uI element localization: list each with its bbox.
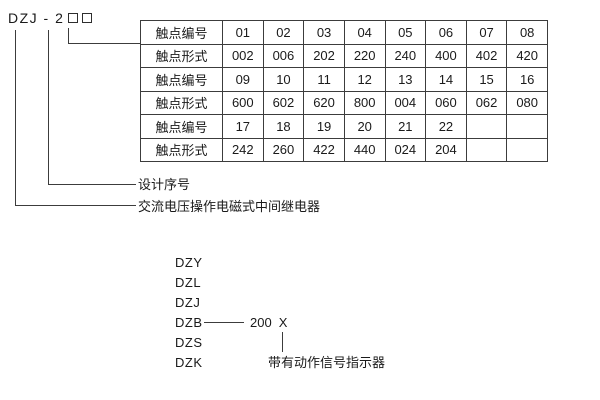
placeholder-box-icon bbox=[68, 13, 79, 23]
cell: 006 bbox=[262, 43, 305, 68]
cell: 004 bbox=[384, 90, 427, 115]
cell: 13 bbox=[384, 67, 427, 92]
table-row: 触点编号 09 10 11 12 13 14 15 16 bbox=[140, 67, 548, 92]
cell: 620 bbox=[303, 90, 345, 115]
row-label: 触点编号 bbox=[140, 114, 223, 139]
cell: 12 bbox=[343, 67, 386, 92]
cell: 14 bbox=[425, 67, 467, 92]
connector-design-serial-horizontal bbox=[48, 184, 136, 185]
connector-design-serial-vertical bbox=[48, 30, 49, 185]
cell: 19 bbox=[303, 114, 345, 139]
placeholder-box-icon bbox=[82, 13, 93, 23]
relay-description-label: 交流电压操作电磁式中间继电器 bbox=[138, 199, 321, 214]
cell: 03 bbox=[303, 20, 345, 45]
row-label: 触点形式 bbox=[140, 43, 223, 68]
cell: 260 bbox=[262, 137, 305, 162]
cell: 242 bbox=[222, 137, 264, 162]
cell: 420 bbox=[506, 43, 548, 68]
indicator-note: 带有动作信号指示器 bbox=[268, 355, 386, 370]
cell: 09 bbox=[222, 67, 264, 92]
cell: 800 bbox=[343, 90, 386, 115]
cell: 402 bbox=[465, 43, 508, 68]
dzb-suffix: 200 X bbox=[250, 315, 287, 331]
table-row: 触点形式 242 260 422 440 024 204 bbox=[140, 137, 548, 162]
cell: 060 bbox=[425, 90, 467, 115]
cell: 01 bbox=[222, 20, 264, 45]
cell: 16 bbox=[506, 67, 548, 92]
series-code-dzb: DZB bbox=[175, 315, 203, 330]
series-code-dzs: DZS bbox=[175, 335, 203, 350]
cell: 11 bbox=[303, 67, 345, 92]
design-serial-label: 设计序号 bbox=[138, 177, 191, 192]
table-row: 触点编号 01 02 03 04 05 06 07 08 bbox=[140, 20, 548, 45]
series-code-dzl: DZL bbox=[175, 275, 202, 290]
cell: 21 bbox=[384, 114, 427, 139]
cell bbox=[506, 137, 548, 162]
cell: 002 bbox=[222, 43, 264, 68]
cell: 17 bbox=[222, 114, 264, 139]
table-row: 触点形式 002 006 202 220 240 400 402 420 bbox=[140, 43, 548, 68]
model-code: DZJ - 2 bbox=[8, 10, 93, 26]
cell: 05 bbox=[384, 20, 427, 45]
row-label: 触点形式 bbox=[140, 137, 223, 162]
row-label: 触点编号 bbox=[140, 67, 223, 92]
cell: 080 bbox=[506, 90, 548, 115]
cell: 20 bbox=[343, 114, 386, 139]
cell: 600 bbox=[222, 90, 264, 115]
table-row: 触点形式 600 602 620 800 004 060 062 080 bbox=[140, 90, 548, 115]
series-code-dzj: DZJ bbox=[175, 295, 201, 310]
connector-dzb-horizontal bbox=[204, 322, 244, 323]
connector-indicator-vertical bbox=[282, 332, 283, 352]
dzb-suffix-letter: X bbox=[278, 315, 288, 330]
cell: 400 bbox=[425, 43, 467, 68]
cell bbox=[465, 137, 508, 162]
connector-contact-box-vertical bbox=[68, 28, 69, 44]
cell: 062 bbox=[465, 90, 508, 115]
cell: 18 bbox=[262, 114, 305, 139]
cell: 202 bbox=[303, 43, 345, 68]
cell bbox=[506, 114, 548, 139]
cell: 22 bbox=[425, 114, 467, 139]
cell: 15 bbox=[465, 67, 508, 92]
cell: 02 bbox=[262, 20, 305, 45]
cell: 10 bbox=[262, 67, 305, 92]
connector-contact-box-horizontal bbox=[68, 43, 141, 44]
row-label: 触点编号 bbox=[140, 20, 223, 45]
cell: 07 bbox=[465, 20, 508, 45]
series-code-dzk: DZK bbox=[175, 355, 203, 370]
cell: 440 bbox=[343, 137, 386, 162]
cell: 602 bbox=[262, 90, 305, 115]
cell bbox=[465, 114, 508, 139]
connector-model-prefix-vertical bbox=[15, 30, 16, 206]
cell: 024 bbox=[384, 137, 427, 162]
model-code-text: DZJ - 2 bbox=[8, 10, 65, 26]
series-code-dzy: DZY bbox=[175, 255, 203, 270]
dzb-suffix-number: 200 bbox=[250, 315, 272, 330]
cell: 422 bbox=[303, 137, 345, 162]
row-label: 触点形式 bbox=[140, 90, 223, 115]
cell: 08 bbox=[506, 20, 548, 45]
cell: 06 bbox=[425, 20, 467, 45]
connector-model-prefix-horizontal bbox=[15, 205, 136, 206]
cell: 04 bbox=[343, 20, 386, 45]
cell: 204 bbox=[425, 137, 467, 162]
contact-table: 触点编号 01 02 03 04 05 06 07 08 触点形式 002 00… bbox=[140, 20, 548, 162]
table-row: 触点编号 17 18 19 20 21 22 bbox=[140, 114, 548, 139]
cell: 220 bbox=[343, 43, 386, 68]
cell: 240 bbox=[384, 43, 427, 68]
